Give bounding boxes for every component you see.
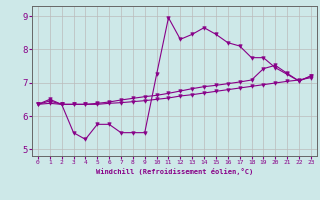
X-axis label: Windchill (Refroidissement éolien,°C): Windchill (Refroidissement éolien,°C) <box>96 168 253 175</box>
